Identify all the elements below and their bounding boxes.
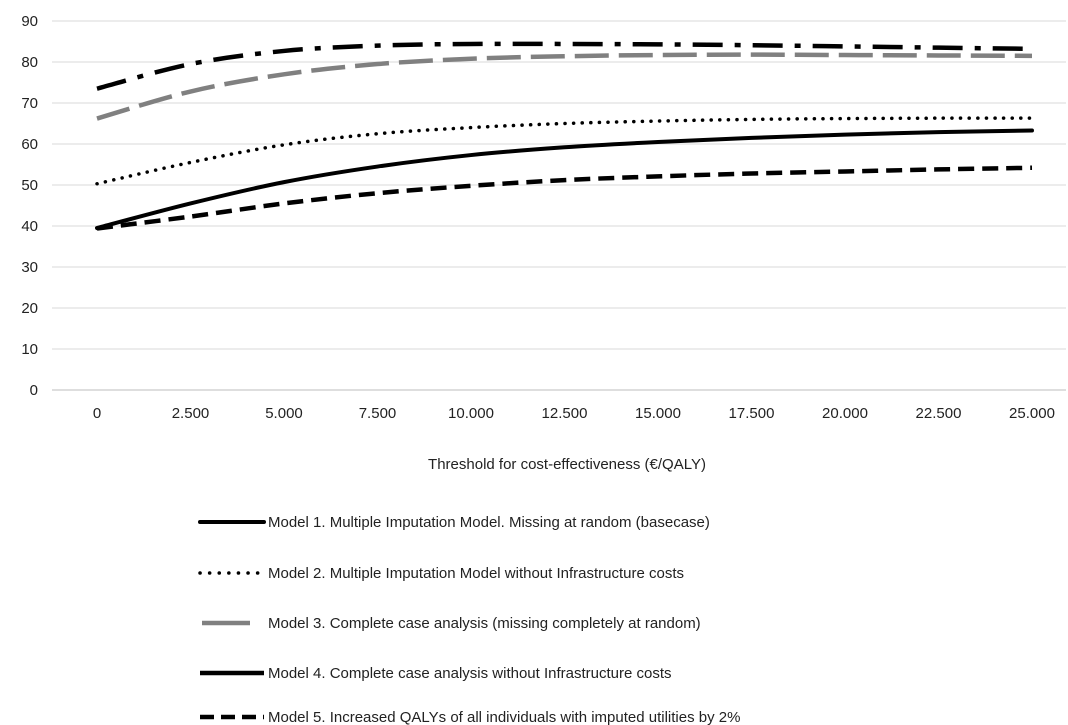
- gridlines: [52, 20, 1066, 391]
- legend: Model 1. Multiple Imputation Model. Miss…: [198, 514, 740, 725]
- legend-label-model-5: Model 5. Increased QALYs of all individu…: [268, 709, 740, 725]
- x-axis-label: Threshold for cost-effectiveness (€/QALY…: [428, 456, 706, 473]
- x-tick-label: 22.500: [916, 405, 962, 422]
- series-line-model-1: [95, 128, 1034, 231]
- x-tick-label: 5.000: [265, 405, 303, 422]
- legend-label-model-2: Model 2. Multiple Imputation Model witho…: [268, 565, 684, 582]
- y-tick-label: 0: [30, 382, 38, 399]
- x-tick-label: 10.000: [448, 405, 494, 422]
- y-axis-ticks: 0 10 20 30 40 50 60 70 80 90: [21, 13, 38, 399]
- series-line-model-4: [96, 41, 1033, 91]
- legend-label-model-3: Model 3. Complete case analysis (missing…: [268, 615, 701, 632]
- x-tick-label: 17.500: [729, 405, 775, 422]
- y-tick-label: 90: [21, 13, 38, 30]
- x-tick-label: 20.000: [822, 405, 868, 422]
- x-axis-ticks: 0 2.500 5.000 7.500 10.000 12.500 15.000 17.500…: [93, 405, 1055, 422]
- series-line-model-3: [96, 52, 1033, 121]
- legend-label-model-1: Model 1. Multiple Imputation Model. Miss…: [268, 514, 710, 531]
- series-lines: [95, 41, 1034, 231]
- legend-label-model-4: Model 4. Complete case analysis without …: [268, 665, 672, 682]
- y-tick-label: 40: [21, 218, 38, 235]
- y-tick-label: 30: [21, 259, 38, 276]
- x-tick-label: 7.500: [359, 405, 397, 422]
- y-tick-label: 50: [21, 177, 38, 194]
- x-tick-label: 15.000: [635, 405, 681, 422]
- series-line-model-2: [95, 116, 1034, 186]
- y-tick-label: 10: [21, 341, 38, 358]
- x-tick-label: 2.500: [172, 405, 210, 422]
- x-tick-label: 25.000: [1009, 405, 1055, 422]
- y-tick-label: 70: [21, 95, 38, 112]
- x-tick-label: 0: [93, 405, 101, 422]
- y-tick-label: 60: [21, 136, 38, 153]
- series-line-model-5: [96, 165, 1033, 231]
- x-tick-label: 12.500: [542, 405, 588, 422]
- y-tick-label: 80: [21, 54, 38, 71]
- y-tick-label: 20: [21, 300, 38, 317]
